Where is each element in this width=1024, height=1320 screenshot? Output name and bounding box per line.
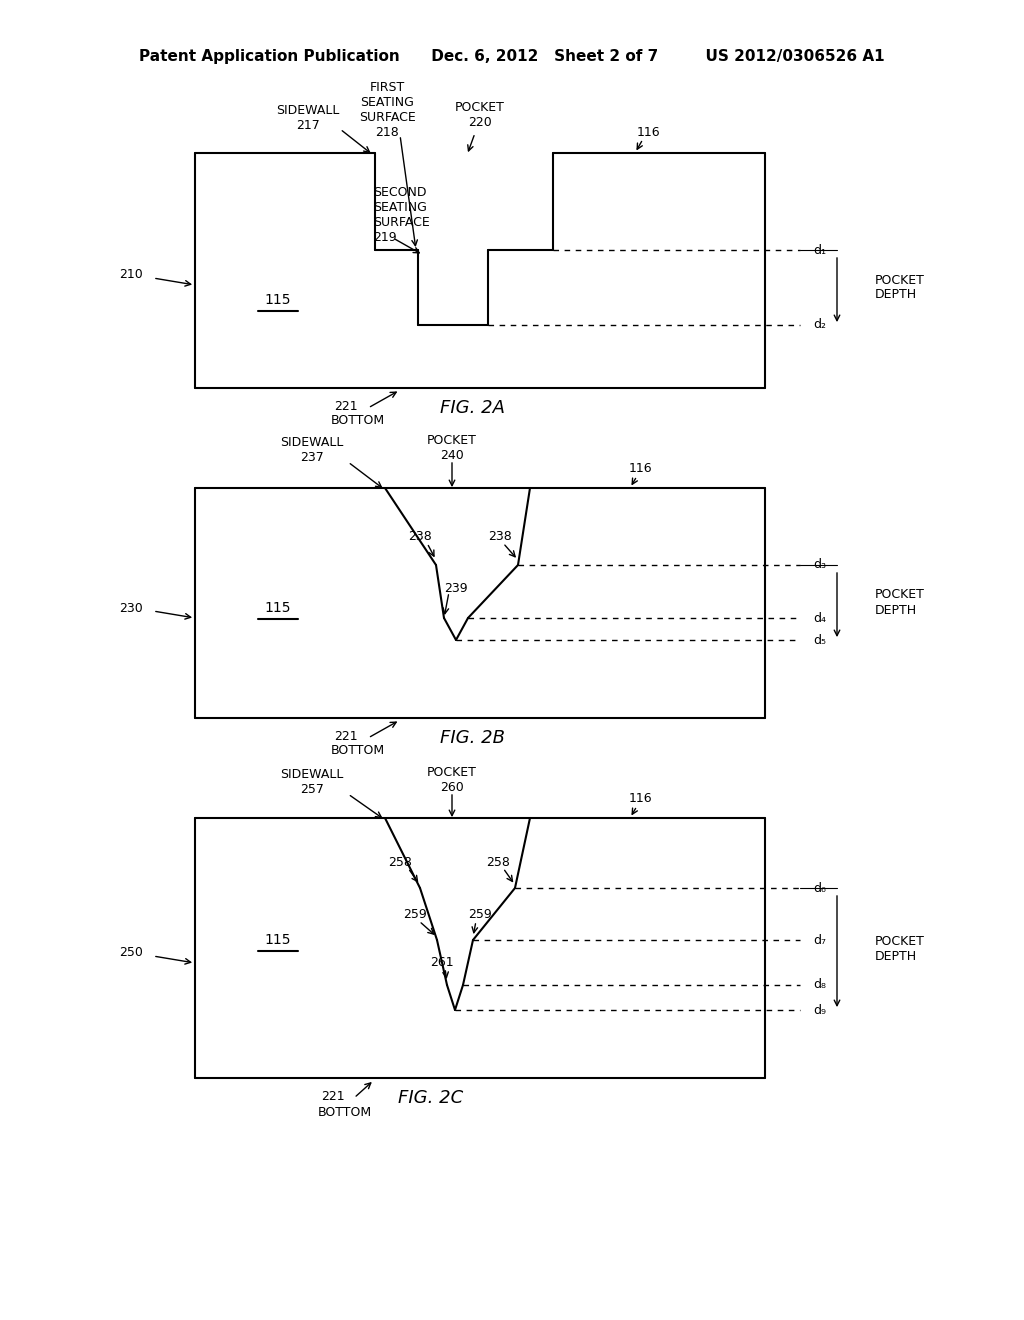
Text: 221: 221	[335, 400, 358, 412]
Text: 221: 221	[322, 1089, 345, 1102]
Text: POCKET
DEPTH: POCKET DEPTH	[874, 935, 925, 964]
Text: POCKET
240: POCKET 240	[427, 434, 477, 462]
Text: 116: 116	[628, 792, 652, 804]
Text: d₅: d₅	[813, 634, 826, 647]
Text: POCKET
220: POCKET 220	[455, 102, 505, 129]
Text: d₁: d₁	[813, 243, 826, 256]
Text: 259: 259	[468, 908, 492, 921]
Text: POCKET
260: POCKET 260	[427, 766, 477, 795]
Text: d₈: d₈	[813, 978, 826, 991]
Text: SIDEWALL
217: SIDEWALL 217	[276, 104, 340, 132]
Text: d₂: d₂	[813, 318, 826, 331]
Text: d₃: d₃	[813, 558, 826, 572]
Text: POCKET
DEPTH: POCKET DEPTH	[874, 589, 925, 616]
Text: SIDEWALL
257: SIDEWALL 257	[281, 768, 344, 796]
Text: 115: 115	[265, 293, 291, 308]
Text: 238: 238	[409, 531, 432, 544]
Text: 238: 238	[488, 531, 512, 544]
Text: 115: 115	[265, 933, 291, 946]
Text: Patent Application Publication      Dec. 6, 2012   Sheet 2 of 7         US 2012/: Patent Application Publication Dec. 6, 2…	[139, 49, 885, 65]
Text: SIDEWALL
237: SIDEWALL 237	[281, 436, 344, 465]
Text: BOTTOM: BOTTOM	[331, 413, 385, 426]
Text: d₇: d₇	[813, 933, 826, 946]
Text: 258: 258	[486, 855, 510, 869]
Text: FIG. 2B: FIG. 2B	[440, 729, 505, 747]
Text: 239: 239	[444, 582, 468, 594]
Text: POCKET
DEPTH: POCKET DEPTH	[874, 273, 925, 301]
Text: FIG. 2A: FIG. 2A	[440, 399, 505, 417]
Text: 115: 115	[265, 601, 291, 615]
Text: FIG. 2C: FIG. 2C	[398, 1089, 463, 1107]
Text: d₄: d₄	[813, 611, 826, 624]
Text: 258: 258	[388, 855, 412, 869]
Text: FIRST
SEATING
SURFACE
218: FIRST SEATING SURFACE 218	[358, 81, 416, 139]
Text: d₉: d₉	[813, 1003, 826, 1016]
Text: 116: 116	[636, 127, 659, 140]
Text: BOTTOM: BOTTOM	[331, 743, 385, 756]
Text: 259: 259	[403, 908, 427, 921]
Text: SECOND
SEATING
SURFACE
219: SECOND SEATING SURFACE 219	[373, 186, 430, 244]
Text: 116: 116	[628, 462, 652, 474]
Text: 210: 210	[119, 268, 143, 281]
Text: 230: 230	[119, 602, 143, 615]
Text: 221: 221	[335, 730, 358, 742]
Text: BOTTOM: BOTTOM	[317, 1106, 372, 1118]
Text: 250: 250	[119, 946, 143, 960]
Text: 261: 261	[430, 956, 454, 969]
Text: d₆: d₆	[813, 882, 826, 895]
